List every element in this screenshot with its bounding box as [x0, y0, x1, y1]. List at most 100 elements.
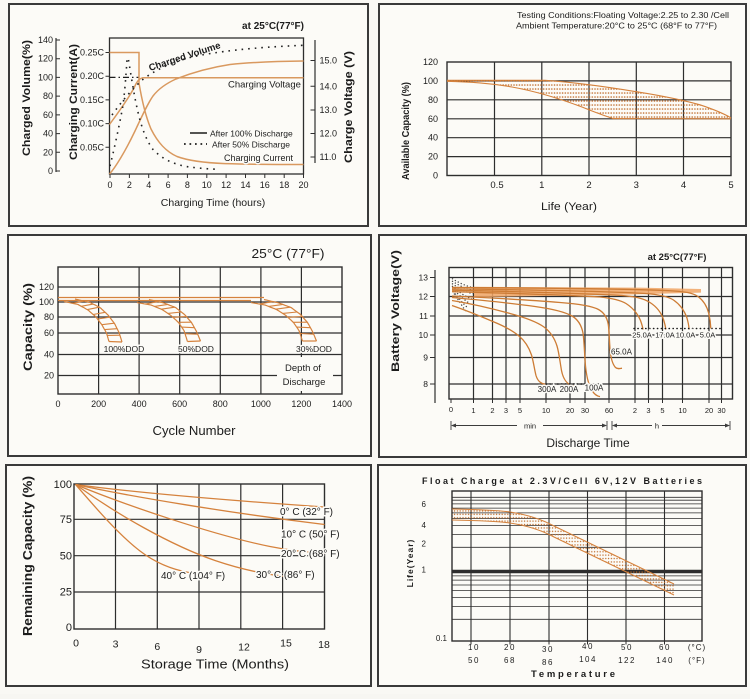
svg-text:Charging Current: Charging Current — [224, 153, 294, 163]
svg-text:Cycle Number: Cycle Number — [153, 424, 236, 438]
svg-text:12: 12 — [238, 642, 250, 654]
svg-text:6: 6 — [154, 641, 160, 653]
svg-text:25°C (77°F): 25°C (77°F) — [252, 247, 325, 261]
svg-text:200A: 200A — [560, 385, 579, 394]
svg-text:12.0: 12.0 — [320, 129, 338, 139]
svg-text:10: 10 — [542, 406, 550, 415]
svg-text:100: 100 — [38, 72, 53, 82]
svg-text:50%DOD: 50%DOD — [178, 344, 214, 354]
svg-text:60: 60 — [659, 643, 671, 652]
svg-text:122: 122 — [618, 656, 636, 665]
svg-text:2: 2 — [422, 540, 427, 549]
svg-text:300A: 300A — [538, 385, 557, 394]
svg-text:10: 10 — [468, 643, 480, 652]
svg-text:30: 30 — [717, 406, 725, 415]
svg-text:104: 104 — [579, 655, 597, 664]
svg-text:100: 100 — [39, 297, 54, 307]
svg-text:2: 2 — [127, 180, 132, 190]
svg-text:40: 40 — [43, 129, 53, 139]
svg-text:1: 1 — [422, 566, 427, 575]
svg-text:1: 1 — [539, 180, 544, 191]
svg-text:After 100% Discharge: After 100% Discharge — [210, 129, 293, 139]
svg-text:120: 120 — [39, 282, 54, 292]
svg-text:0.10C: 0.10C — [80, 119, 105, 129]
svg-text:6: 6 — [422, 500, 427, 509]
svg-text:140: 140 — [38, 35, 53, 45]
svg-text:100: 100 — [54, 479, 72, 491]
svg-text:2: 2 — [633, 406, 637, 415]
svg-text:18: 18 — [279, 180, 289, 190]
svg-text:5: 5 — [660, 406, 664, 415]
svg-text:80: 80 — [44, 312, 54, 322]
svg-text:50: 50 — [468, 656, 480, 665]
svg-text:0.20C: 0.20C — [80, 71, 105, 81]
svg-text:800: 800 — [213, 399, 228, 409]
svg-text:1000: 1000 — [251, 399, 271, 409]
svg-text:0.5: 0.5 — [490, 180, 503, 191]
svg-text:Battery Voltage(V): Battery Voltage(V) — [390, 250, 402, 372]
svg-text:30° C (86° F): 30° C (86° F) — [256, 570, 315, 581]
svg-text:0.15C: 0.15C — [80, 95, 105, 105]
svg-text:25.0A: 25.0A — [632, 331, 652, 340]
svg-text:50: 50 — [621, 643, 633, 652]
svg-text:25: 25 — [60, 587, 72, 599]
svg-text:9: 9 — [423, 353, 428, 363]
svg-text:20: 20 — [298, 180, 308, 190]
svg-text:0: 0 — [433, 171, 438, 181]
svg-text:50: 50 — [60, 551, 72, 563]
svg-text:1400: 1400 — [332, 399, 352, 409]
svg-text:140: 140 — [656, 656, 674, 665]
svg-text:Capacity (%): Capacity (%) — [23, 283, 35, 371]
svg-text:10° C (50° F): 10° C (50° F) — [281, 530, 340, 541]
svg-text:10: 10 — [678, 406, 686, 415]
svg-text:120: 120 — [38, 54, 53, 64]
svg-text:After 50% Discharge: After 50% Discharge — [212, 139, 290, 149]
svg-text:3: 3 — [634, 180, 639, 191]
svg-text:30: 30 — [581, 406, 589, 415]
svg-text:1: 1 — [471, 406, 475, 415]
svg-text:80: 80 — [428, 95, 438, 105]
svg-text:20: 20 — [504, 643, 516, 652]
svg-text:200: 200 — [91, 399, 106, 409]
svg-text:20° C (68° F): 20° C (68° F) — [281, 549, 340, 560]
svg-text:40: 40 — [44, 350, 54, 360]
svg-text:Charging Current(A): Charging Current(A) — [68, 44, 80, 160]
svg-text:5: 5 — [518, 406, 522, 415]
svg-text:20: 20 — [43, 147, 53, 157]
svg-text:(°F): (°F) — [688, 656, 705, 665]
svg-text:Charged Volume(%): Charged Volume(%) — [21, 40, 33, 156]
svg-text:60: 60 — [43, 110, 53, 120]
svg-text:0: 0 — [55, 399, 60, 409]
svg-text:16: 16 — [260, 180, 270, 190]
svg-text:120: 120 — [423, 57, 438, 67]
svg-text:2: 2 — [490, 406, 494, 415]
svg-text:Storage Time (Months): Storage Time (Months) — [141, 657, 289, 672]
svg-text:11.0: 11.0 — [320, 152, 337, 162]
svg-text:at 25°C(77°F): at 25°C(77°F) — [648, 252, 707, 263]
svg-text:(°C): (°C) — [688, 643, 706, 652]
svg-text:9: 9 — [196, 644, 202, 656]
svg-text:18: 18 — [318, 639, 330, 651]
svg-text:Testing Conditions:Floating Vo: Testing Conditions:Floating Voltage:2.25… — [517, 10, 729, 20]
svg-text:Life (Year): Life (Year) — [541, 201, 597, 213]
svg-text:20: 20 — [705, 406, 713, 415]
svg-text:Charging Time (hours): Charging Time (hours) — [161, 197, 265, 209]
svg-text:2: 2 — [586, 180, 591, 191]
svg-text:15: 15 — [280, 638, 292, 650]
svg-text:5: 5 — [728, 180, 733, 191]
svg-text:17.0A: 17.0A — [655, 331, 675, 340]
svg-text:3: 3 — [113, 639, 119, 651]
svg-text:Discharge Time: Discharge Time — [546, 436, 630, 450]
svg-text:86: 86 — [542, 658, 554, 667]
svg-text:4: 4 — [681, 180, 686, 191]
svg-text:40: 40 — [428, 133, 438, 143]
svg-text:68: 68 — [504, 656, 516, 665]
svg-text:8: 8 — [423, 379, 428, 389]
svg-text:40° C (104° F): 40° C (104° F) — [161, 571, 225, 582]
svg-text:0.1: 0.1 — [436, 634, 448, 643]
svg-text:0.05C: 0.05C — [80, 142, 105, 152]
svg-text:h: h — [655, 422, 659, 431]
svg-text:80: 80 — [43, 91, 53, 101]
svg-text:Remaining Capacity (%): Remaining Capacity (%) — [20, 476, 35, 636]
svg-text:75: 75 — [60, 514, 72, 526]
